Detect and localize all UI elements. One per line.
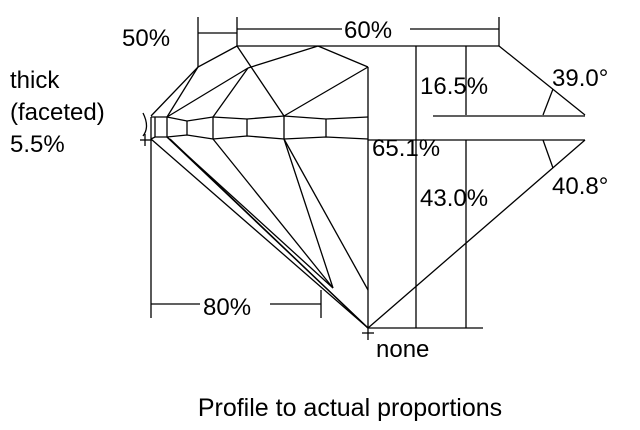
diagram-caption: Profile to actual proportions [198, 394, 502, 422]
star-length-label: 50% [122, 25, 170, 52]
lower-half-label: 80% [203, 294, 251, 321]
dimension-lines [140, 17, 586, 340]
girdle-label-thick: thick [10, 67, 60, 94]
pavilion-depth-label: 43.0% [420, 185, 488, 212]
diamond-outline [150, 45, 499, 329]
table-label: 60% [344, 17, 392, 44]
crown-height-label: 16.5% [420, 73, 488, 100]
culet-label: none [376, 336, 429, 363]
pavilion-angle-label: 40.8° [552, 173, 608, 200]
girdle-value: 5.5% [10, 131, 65, 158]
crown-angle-label: 39.0° [552, 65, 608, 92]
girdle-label-faceted: (faceted) [10, 99, 105, 126]
total-depth-label: 65.1% [372, 135, 440, 162]
